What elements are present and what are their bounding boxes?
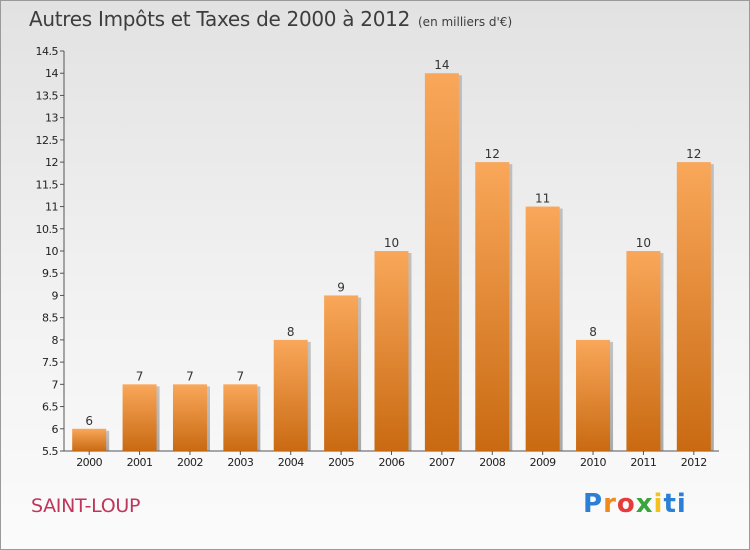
bars — [72, 73, 714, 451]
data-label: 12 — [485, 147, 500, 161]
y-tick-label: 10.5 — [36, 223, 59, 236]
data-label: 6 — [85, 414, 93, 428]
logo-letter: o — [616, 489, 636, 519]
bar — [576, 339, 611, 451]
y-tick-label: 14.5 — [36, 45, 59, 58]
bar — [475, 162, 510, 451]
bar — [525, 206, 560, 451]
chart-title-text: Autres Impôts et Taxes de 2000 à 2012 — [29, 7, 410, 31]
y-tick-label: 7.5 — [42, 356, 58, 369]
x-tick-label: 2000 — [76, 456, 102, 469]
y-tick-label: 13 — [45, 112, 58, 125]
y-tick-label: 6 — [52, 423, 59, 436]
labels: 6 7 7 7 8 9 10 14 12 11 8 10 12 — [85, 58, 701, 428]
y-tick-label: 12 — [45, 156, 58, 169]
chart-subtitle: (en milliers d'€) — [418, 15, 513, 29]
y-tick-label: 11 — [45, 201, 58, 214]
bar — [424, 73, 459, 451]
logo-letter: P — [583, 489, 604, 519]
y-tick-label: 5.5 — [42, 445, 58, 458]
chart-title: Autres Impôts et Taxes de 2000 à 2012 (en… — [29, 7, 512, 31]
proxiti-logo: Proxiti — [583, 489, 687, 519]
data-label: 10 — [636, 236, 651, 250]
logo-letter: x — [635, 489, 654, 519]
y-tick-label: 10 — [45, 245, 58, 258]
logo-letter: r — [603, 489, 617, 519]
bar — [676, 162, 711, 451]
bar — [223, 384, 258, 451]
bar — [324, 295, 359, 451]
x-tick-label: 2001 — [127, 456, 153, 469]
x-tick-label: 2004 — [278, 456, 304, 469]
data-label: 11 — [535, 192, 550, 206]
bar — [122, 384, 157, 451]
y-tick-label: 9.5 — [42, 267, 58, 280]
data-label: 8 — [287, 325, 295, 339]
logo-letter: i — [653, 489, 664, 519]
data-label: 12 — [686, 147, 701, 161]
place-name: SAINT-LOUP — [31, 495, 141, 517]
x-tick-label: 2011 — [630, 456, 656, 469]
y-tick-label: 8.5 — [42, 312, 58, 325]
data-label: 7 — [186, 369, 194, 383]
x-tick-label: 2002 — [177, 456, 203, 469]
data-label: 10 — [384, 236, 399, 250]
y-tick-label: 9 — [52, 289, 59, 302]
x-tick-label: 2009 — [530, 456, 556, 469]
x-tick-label: 2007 — [429, 456, 455, 469]
data-label: 7 — [237, 369, 245, 383]
data-label: 9 — [337, 280, 345, 294]
y-tick-label: 8 — [52, 334, 59, 347]
bar — [273, 339, 308, 451]
bar — [374, 251, 409, 451]
y-tick-label: 6.5 — [42, 401, 58, 414]
x-tick-label: 2006 — [379, 456, 405, 469]
data-label: 14 — [434, 58, 449, 72]
logo-letter: ti — [663, 489, 687, 519]
y-tick-label: 13.5 — [36, 89, 59, 102]
y-tick-label: 11.5 — [36, 178, 59, 191]
bar — [172, 384, 207, 451]
bar — [72, 428, 107, 451]
x-tick-label: 2008 — [479, 456, 505, 469]
x-tick-label: 2012 — [681, 456, 707, 469]
bar — [626, 251, 661, 451]
data-label: 8 — [589, 325, 597, 339]
y-tick-label: 7 — [52, 378, 59, 391]
axes: 5.5 6 6.5 7 7.5 8 8.5 9 9.5 10 10.5 11 11.5 12 12.5 13 1… — [36, 45, 719, 469]
x-tick-label: 2003 — [227, 456, 253, 469]
x-tick-label: 2010 — [580, 456, 606, 469]
data-label: 7 — [136, 369, 144, 383]
y-tick-label: 14 — [45, 67, 58, 80]
x-tick-label: 2005 — [328, 456, 354, 469]
y-tick-label: 12.5 — [36, 134, 59, 147]
